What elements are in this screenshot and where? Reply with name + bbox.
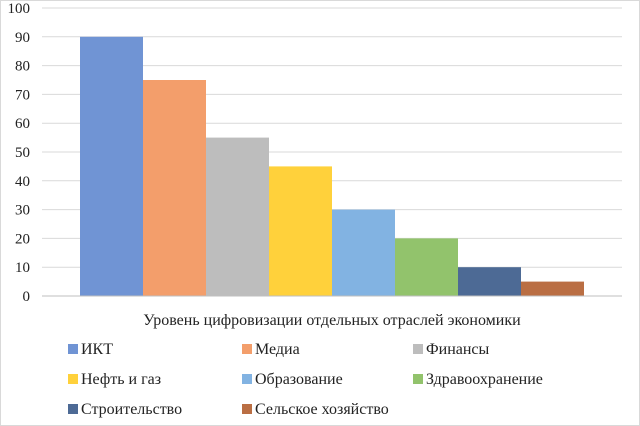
y-tick-label: 50	[15, 145, 30, 161]
y-axis-ticks: 0 10 20 30 40 50 60 70 80 90 100	[8, 1, 31, 305]
bar-5	[332, 209, 395, 296]
y-tick-label: 90	[15, 30, 30, 46]
legend-label: Сельское хозяйство	[255, 401, 389, 418]
legend-swatch	[68, 374, 78, 384]
legend-swatch	[242, 404, 252, 414]
y-tick-label: 10	[15, 260, 30, 276]
y-tick-label: 100	[8, 1, 31, 17]
legend-item: Медиа	[242, 341, 300, 358]
legend-label: Строительство	[81, 401, 182, 418]
legend-item: ИКТ	[68, 341, 113, 358]
y-tick-label: 60	[15, 116, 30, 132]
y-tick-label: 40	[15, 174, 30, 190]
bar-2	[143, 80, 206, 296]
legend-swatch	[242, 344, 252, 354]
legend-label: Здравоохранение	[426, 371, 543, 388]
bar-6	[395, 238, 458, 296]
legend-swatch	[68, 344, 78, 354]
legend-label: Медиа	[255, 341, 300, 358]
legend: ИКТ Медиа Финансы Нефть и газ Образование Здр…	[68, 341, 543, 418]
y-tick-label: 0	[23, 289, 31, 305]
legend-item: Строительство	[68, 401, 182, 418]
legend-label: Образование	[255, 371, 343, 388]
legend-item: Сельское хозяйство	[242, 401, 389, 418]
y-tick-label: 70	[15, 87, 30, 103]
legend-label: Нефть и газ	[81, 371, 161, 388]
bar-8	[521, 281, 584, 296]
legend-swatch	[413, 374, 423, 384]
legend-label: ИКТ	[81, 341, 113, 358]
legend-item: Нефть и газ	[68, 371, 161, 388]
bar-4	[269, 166, 332, 296]
legend-item: Здравоохранение	[413, 371, 543, 388]
legend-swatch	[242, 374, 252, 384]
y-tick-label: 30	[15, 203, 30, 219]
bar-3	[206, 137, 269, 296]
y-tick-label: 20	[15, 231, 30, 247]
legend-label: Финансы	[426, 341, 490, 358]
y-tick-label: 80	[15, 59, 30, 75]
legend-item: Образование	[242, 371, 343, 388]
x-axis-title: Уровень цифровизации отдельных отраслей …	[143, 312, 521, 329]
legend-swatch	[68, 404, 78, 414]
bars	[80, 36, 584, 297]
bar-7	[458, 267, 521, 296]
legend-item: Финансы	[413, 341, 490, 358]
legend-swatch	[413, 344, 423, 354]
bar-1	[80, 36, 143, 297]
